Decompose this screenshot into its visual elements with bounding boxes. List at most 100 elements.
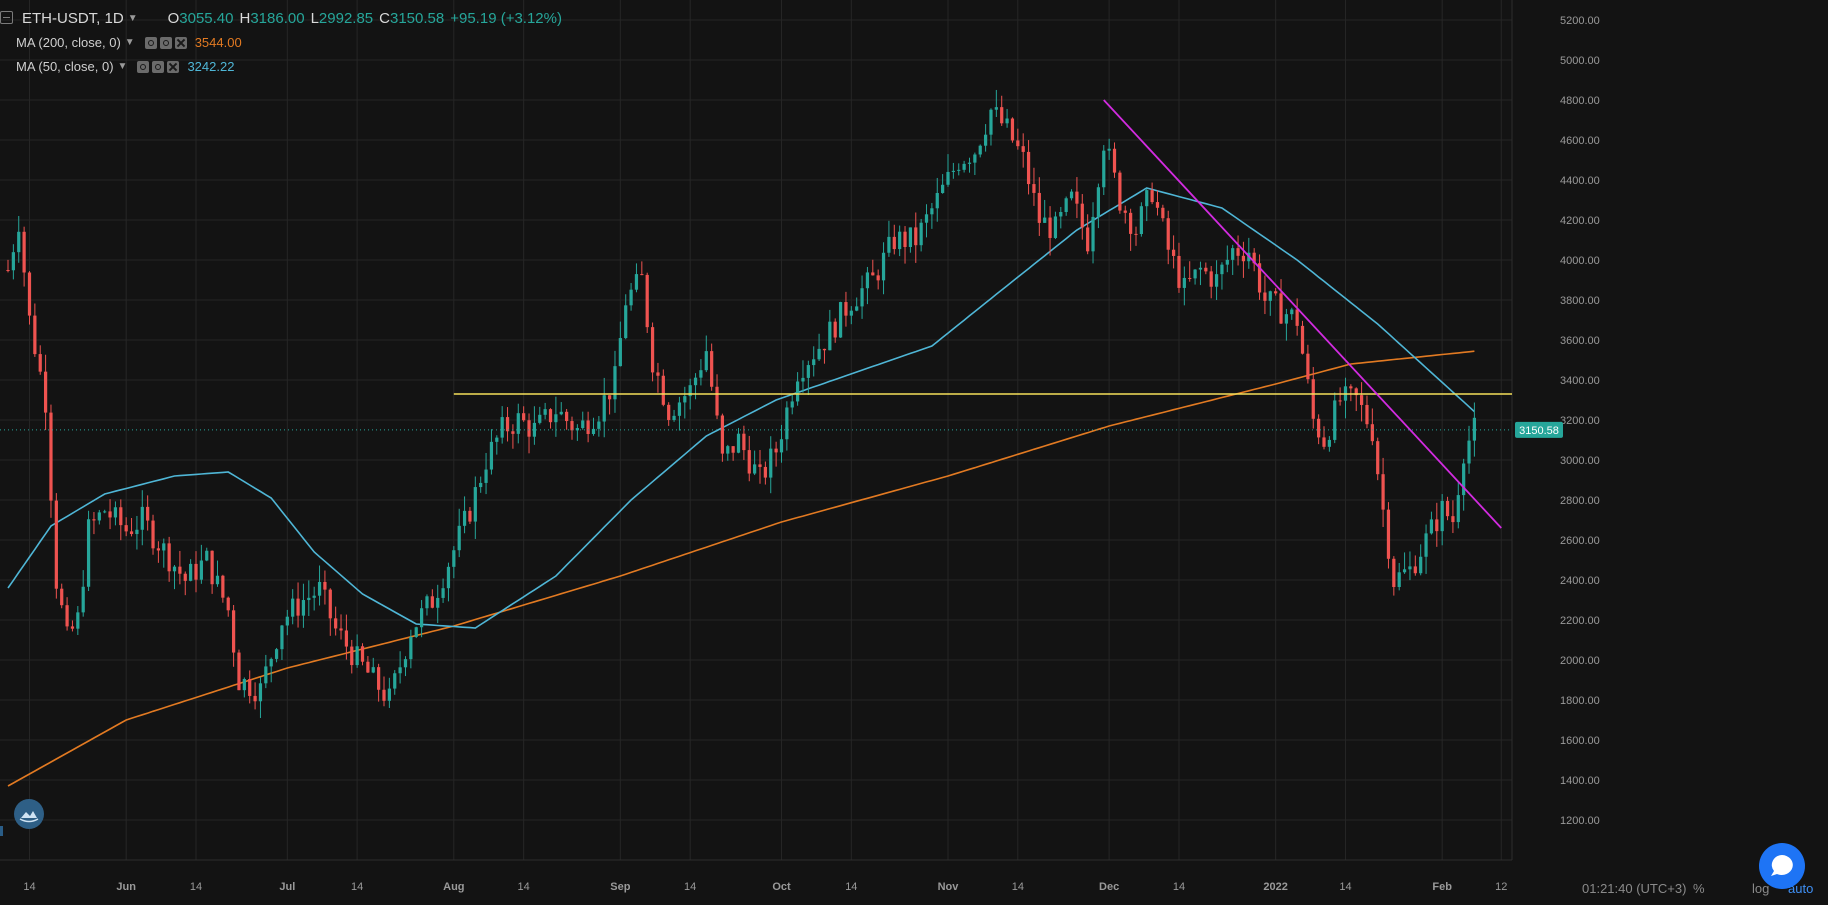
candle-up (393, 673, 397, 689)
chevron-down-icon[interactable]: ▼ (117, 61, 128, 72)
candle-down (1413, 566, 1417, 574)
candle-up (81, 586, 85, 613)
time-axis: 14 Jun 14 Jul 14 Aug 14 Sep 14 Oct 14 Nov 14 Dec 14 202… (23, 881, 1507, 893)
candle-down (1376, 441, 1380, 475)
low-key: L (310, 10, 319, 27)
candle-up (973, 154, 977, 163)
chevron-down-icon[interactable]: ▼ (124, 37, 135, 48)
visibility-icon[interactable] (137, 60, 150, 73)
candle-up (1107, 148, 1111, 151)
candle-up (301, 600, 306, 616)
candle-down (360, 646, 365, 662)
candle-down (1112, 148, 1117, 173)
open-value: 3055.40 (179, 10, 234, 27)
candle-up (1145, 190, 1149, 207)
candle-up (135, 529, 139, 535)
candle-up (908, 227, 913, 248)
candle-up (812, 359, 816, 366)
candle-down (747, 450, 751, 474)
candle-down (548, 409, 553, 423)
symbol-row: ETH-USDT, 1D ▼ O 3055.40 H 3186.00 L 299… (16, 10, 562, 27)
candle-up (172, 566, 177, 572)
candle-up (76, 612, 80, 629)
time-tick-label: Dec (1099, 881, 1119, 893)
time-tick-label: 14 (518, 881, 530, 893)
close-icon[interactable] (174, 36, 187, 49)
chevron-down-icon[interactable]: ▼ (127, 13, 138, 24)
candle-up (983, 134, 988, 146)
collapse-icon[interactable] (0, 11, 13, 24)
candle-down (65, 605, 69, 627)
candle-down (33, 315, 37, 355)
candle-up (704, 351, 708, 371)
candle-down (903, 231, 907, 248)
time-tick-label: 14 (351, 881, 363, 893)
candle-up (575, 428, 579, 431)
candle-up (355, 646, 359, 666)
candle-down (350, 646, 354, 666)
candle-down (892, 236, 896, 250)
ma50-label[interactable]: MA (50, close, 0) (16, 59, 114, 74)
candle-up (677, 402, 682, 416)
candle-down (1445, 500, 1450, 517)
candle-up (1064, 198, 1068, 212)
candle-up (1043, 217, 1047, 223)
candle-down (54, 500, 58, 589)
candle-up (597, 421, 601, 429)
candle-down (758, 464, 762, 467)
candle-up (285, 616, 289, 626)
candle-down (323, 581, 327, 590)
candle-up (946, 171, 950, 185)
high-key: H (239, 10, 251, 27)
candle-up (1290, 309, 1294, 315)
candle-up (1069, 191, 1074, 199)
candle-down (43, 371, 48, 413)
price-tick-label: 3400.00 (1560, 375, 1600, 387)
percent-scale-button[interactable]: % (1693, 881, 1705, 896)
candle-up (1440, 500, 1444, 532)
price-tick-label: 5200.00 (1560, 15, 1600, 27)
candle-down (1435, 519, 1439, 532)
symbol-label[interactable]: ETH-USDT, 1D (22, 10, 124, 27)
settings-icon[interactable] (159, 36, 172, 49)
candle-down (1188, 277, 1192, 279)
clock-label[interactable]: 01:21:40 (UTC+3) (1582, 881, 1687, 896)
candle-down (1263, 292, 1267, 301)
candle-up (484, 469, 488, 483)
candle-up (935, 192, 939, 209)
indicator-ma50-row: MA (50, close, 0) ▼ 3242.22 (16, 59, 234, 74)
candle-down (1311, 379, 1315, 419)
candle-down (1155, 202, 1160, 208)
candle-up (1467, 440, 1471, 464)
candle-down (1300, 325, 1305, 354)
candle-up (806, 365, 810, 378)
candle-down (844, 302, 848, 316)
candle-down (650, 327, 655, 373)
ma200-label[interactable]: MA (200, close, 0) (16, 35, 121, 50)
ma-200-path (7, 350, 1475, 787)
time-tick-label: 14 (845, 881, 857, 893)
candle-up (473, 487, 477, 522)
visibility-icon[interactable] (144, 36, 157, 49)
candle-up (817, 348, 821, 360)
candle-down (1338, 400, 1342, 402)
chart-grid (0, 0, 1513, 861)
candle-down (1000, 107, 1004, 124)
price-tick-label: 3800.00 (1560, 295, 1600, 307)
cloud-logo-icon[interactable] (14, 799, 44, 829)
log-scale-button[interactable]: log (1752, 881, 1770, 896)
close-icon[interactable] (167, 60, 180, 73)
last-price-badge (1515, 421, 1563, 438)
settings-icon[interactable] (152, 60, 165, 73)
price-tick-label: 2400.00 (1560, 575, 1600, 587)
candle-up (1424, 533, 1428, 557)
candle-down (656, 372, 660, 376)
candle-up (795, 381, 800, 402)
candle-up (855, 306, 859, 311)
candle-up (1402, 569, 1407, 573)
chat-bubble-icon[interactable] (1759, 843, 1805, 889)
candle-down (565, 411, 569, 422)
candle-up (962, 163, 966, 170)
candle-down (226, 597, 230, 611)
